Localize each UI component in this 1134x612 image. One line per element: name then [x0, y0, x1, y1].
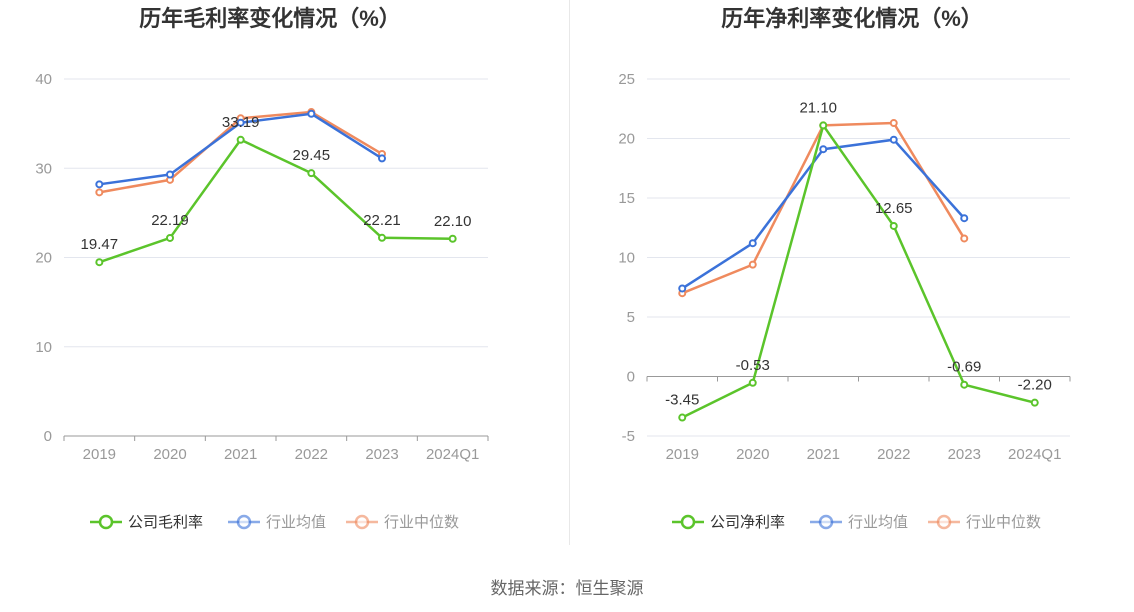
data-point-avg: [960, 214, 969, 223]
data-point-company: [960, 380, 969, 389]
series-line-company: [98, 138, 453, 264]
data-label: 29.45: [293, 147, 331, 164]
data-label: 22.21: [363, 212, 401, 229]
x-tick-label: 2024Q1: [1008, 446, 1061, 463]
series-line-avg: [681, 138, 966, 290]
data-point-company: [307, 169, 316, 178]
x-tick-label: 2023: [948, 446, 981, 463]
legend-marker-icon: [354, 514, 370, 530]
y-tick-label: 0: [44, 428, 52, 445]
legend-label: 行业均值: [266, 514, 326, 531]
legend-item-company: 公司毛利率: [90, 514, 203, 531]
data-point-avg: [307, 109, 316, 118]
legend-label: 行业均值: [848, 514, 908, 531]
data-label: -2.20: [1018, 377, 1052, 394]
data-point-median: [960, 234, 969, 243]
data-point-company: [448, 234, 457, 243]
y-tick-label: 40: [35, 71, 52, 88]
legend-label: 公司净利率: [710, 514, 785, 531]
y-tick-label: 15: [618, 190, 635, 207]
y-tick-label: 30: [35, 160, 52, 177]
x-tick-label: 2019: [83, 446, 116, 463]
data-point-median: [748, 260, 757, 269]
data-label: -0.69: [947, 359, 981, 376]
data-label: 21.10: [799, 99, 837, 116]
data-source-note: 数据来源：恒生聚源: [490, 579, 644, 598]
y-tick-label: 25: [618, 71, 635, 88]
data-point-company: [748, 378, 757, 387]
data-label: 22.19: [151, 212, 189, 229]
legend-marker-icon: [98, 514, 114, 530]
legend-marker-icon: [236, 514, 252, 530]
gross-margin-chart: 历年毛利率变化情况（%） 0 10 20 30 40 2019 2020 2021 2022 202…: [35, 6, 489, 531]
data-label: 12.65: [875, 200, 913, 217]
chart-divider: [569, 0, 570, 545]
data-label: -3.45: [665, 392, 699, 409]
y-tick-label: -5: [622, 428, 635, 445]
x-tick-label: 2021: [224, 446, 257, 463]
data-point-avg: [748, 239, 757, 248]
series-line-company: [681, 124, 1036, 419]
legend-label: 公司毛利率: [128, 514, 203, 531]
legend-item-company: 公司净利率: [672, 514, 785, 531]
legend-item-avg: 行业均值: [228, 514, 326, 531]
net-margin-chart: 历年净利率变化情况（%） -5 0 5 10 15 20 25 2019 2020 2021 2022…: [618, 6, 1071, 531]
legend-label: 行业中位数: [384, 514, 459, 531]
data-point-median: [95, 188, 104, 197]
y-tick-label: 10: [618, 250, 635, 267]
x-tick-label: 2021: [807, 446, 840, 463]
chart-title: 历年净利率变化情况（%）: [721, 6, 983, 31]
data-point-median: [889, 119, 898, 128]
data-point-company: [236, 135, 245, 144]
data-point-company: [678, 413, 687, 422]
data-label: 19.47: [81, 236, 119, 253]
data-label: 22.10: [434, 213, 472, 230]
legend-item-median: 行业中位数: [346, 514, 459, 531]
data-point-company: [378, 233, 386, 242]
data-point-company: [1030, 398, 1039, 407]
data-point-avg: [236, 118, 245, 127]
data-point-company: [819, 121, 828, 130]
legend-item-median: 行业中位数: [928, 514, 1041, 531]
x-tick-label: 2024Q1: [426, 446, 479, 463]
data-point-company: [166, 233, 174, 242]
chart-title: 历年毛利率变化情况（%）: [139, 6, 401, 31]
x-tick-label: 2019: [666, 446, 699, 463]
x-tick-label: 2020: [153, 446, 186, 463]
y-tick-label: 0: [627, 369, 635, 386]
legend-marker-icon: [680, 514, 696, 530]
legend-marker-icon: [936, 514, 952, 530]
x-tick-label: 2022: [295, 446, 328, 463]
data-point-company: [95, 258, 104, 267]
y-tick-label: 10: [35, 339, 52, 356]
x-tick-label: 2020: [736, 446, 769, 463]
data-point-avg: [889, 135, 898, 144]
data-point-avg: [95, 180, 104, 189]
x-tick-label: 2022: [877, 446, 910, 463]
data-point-avg: [819, 145, 828, 154]
legend-item-avg: 行业均值: [810, 514, 908, 531]
data-point-avg: [678, 284, 687, 293]
data-point-avg: [166, 170, 174, 179]
y-tick-label: 5: [627, 309, 635, 326]
x-tick-label: 2023: [365, 446, 398, 463]
data-point-company: [889, 221, 898, 230]
y-tick-label: 20: [618, 131, 635, 148]
data-point-avg: [378, 154, 386, 163]
legend-label: 行业中位数: [966, 514, 1041, 531]
legend-marker-icon: [818, 514, 834, 530]
data-label: -0.53: [736, 357, 770, 374]
y-tick-label: 20: [35, 250, 52, 267]
data-label: 33.19: [222, 114, 260, 131]
